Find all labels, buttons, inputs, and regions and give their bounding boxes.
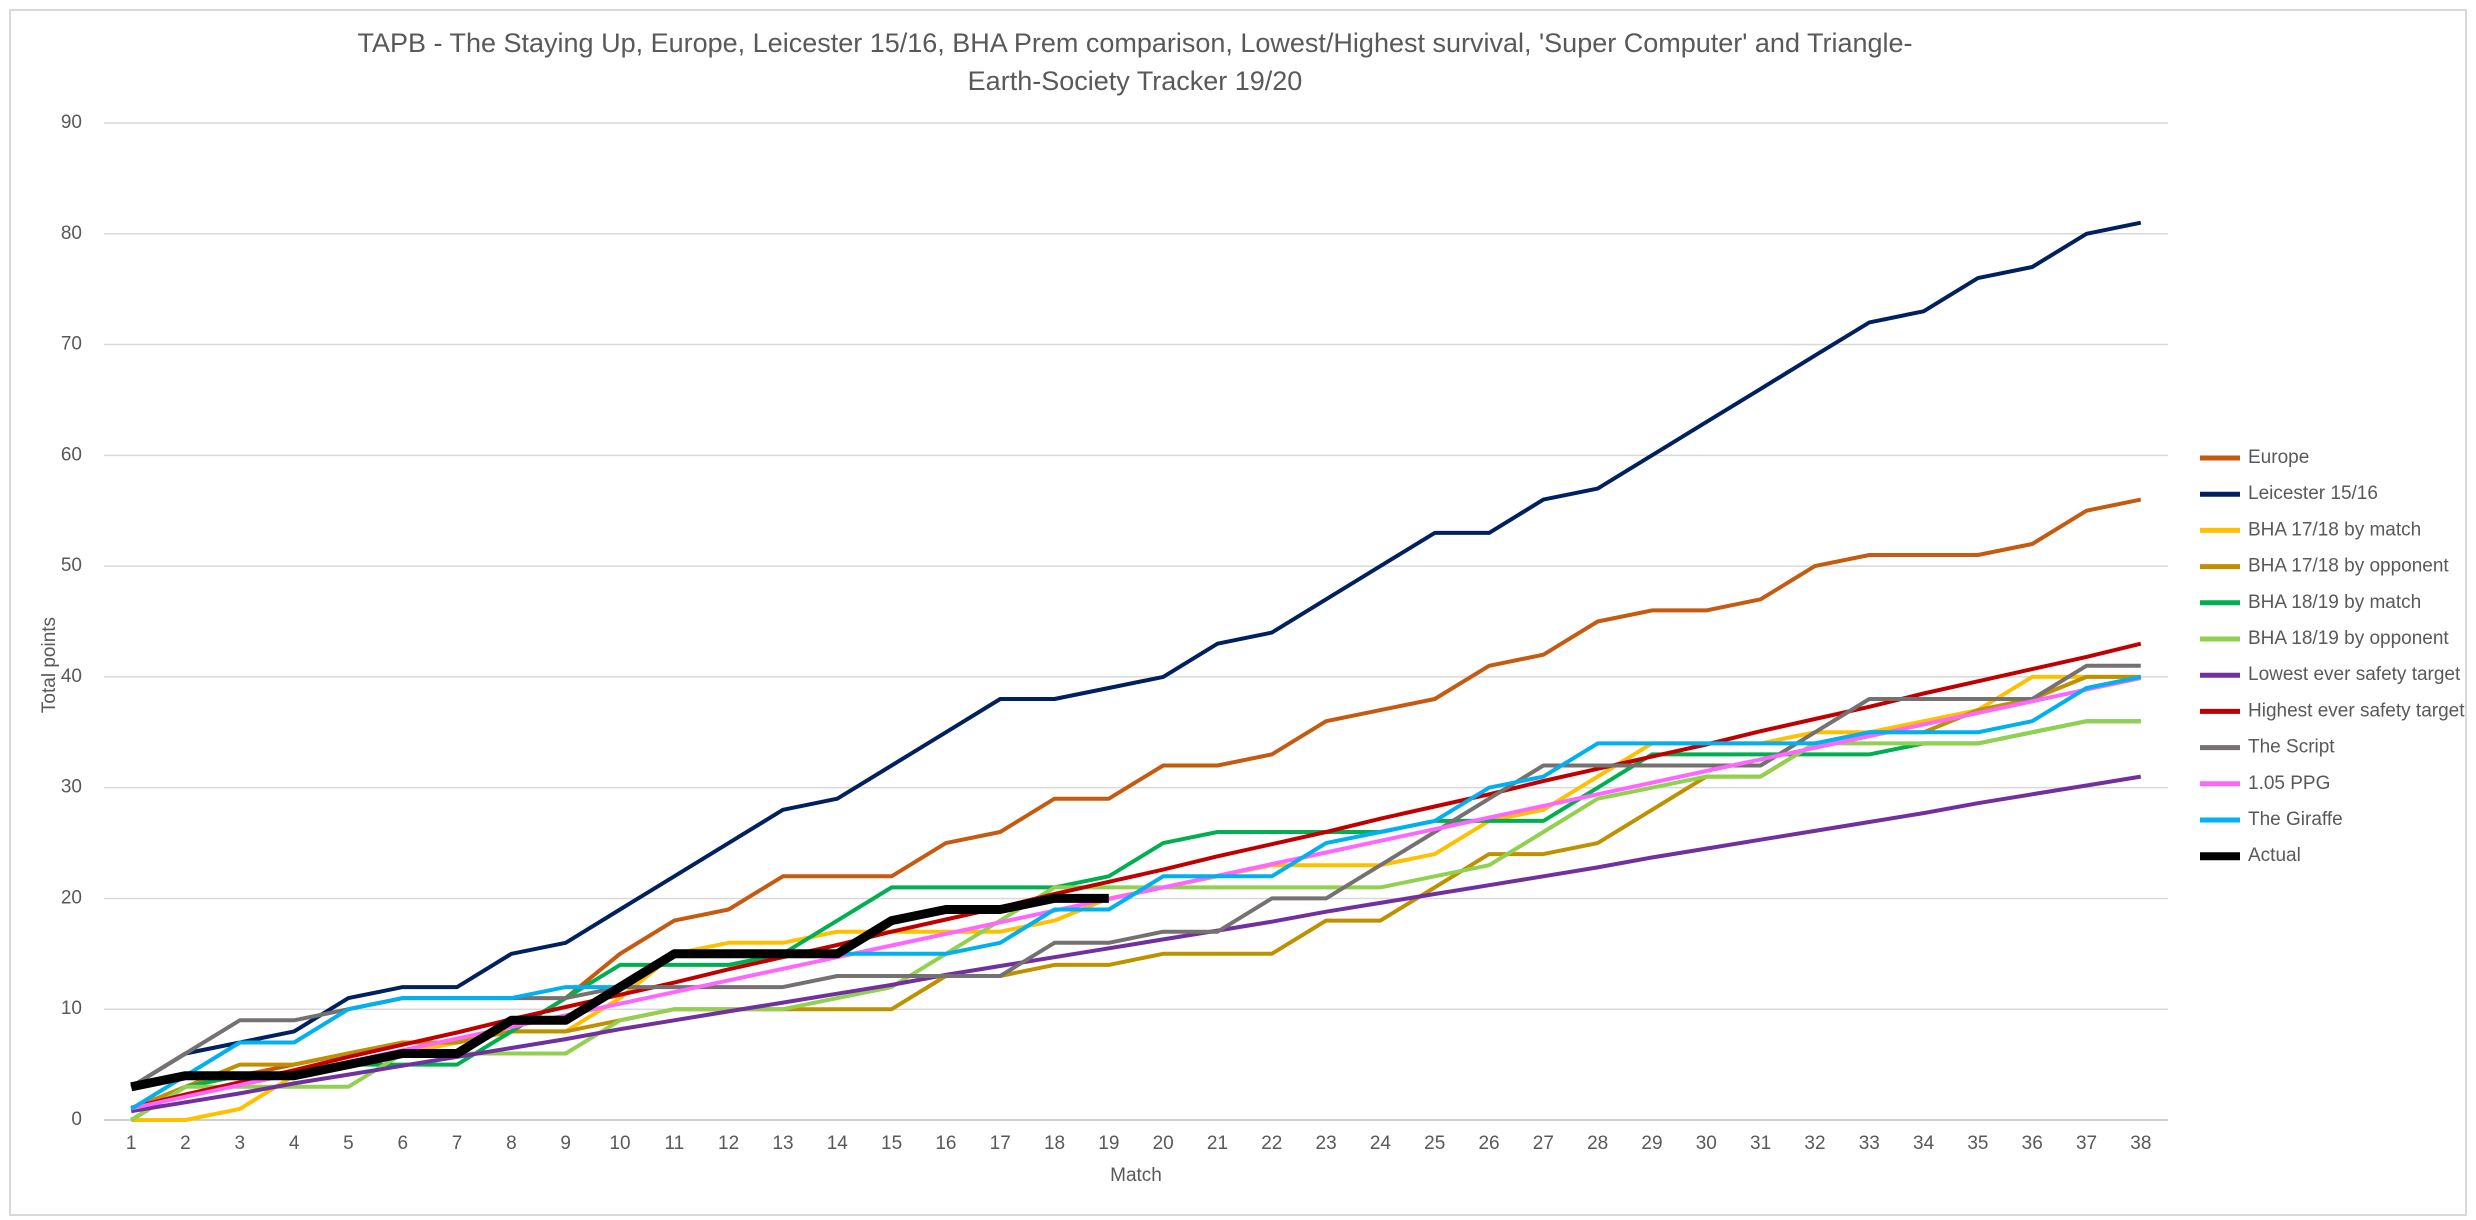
- x-tick-label: 10: [609, 1133, 630, 1154]
- line: [130, 719, 2141, 1122]
- y-axis-label: Total points: [39, 617, 60, 713]
- line: [130, 674, 2142, 1111]
- line: [130, 641, 2142, 1110]
- line: [130, 220, 2142, 1089]
- line: [130, 774, 2142, 1114]
- x-tick-label: 5: [343, 1133, 354, 1154]
- x-tick-label: 31: [1750, 1133, 1771, 1154]
- legend-label: BHA 17/18 by match: [2248, 519, 2421, 540]
- x-tick-label: 12: [718, 1133, 739, 1154]
- y-tick-label: 60: [61, 444, 82, 465]
- x-tick-label: 14: [827, 1133, 849, 1154]
- y-tick-label: 90: [61, 112, 82, 133]
- y-tick-label: 50: [61, 555, 82, 576]
- x-tick-label: 9: [560, 1133, 571, 1154]
- y-tick-label: 10: [61, 998, 82, 1019]
- x-tick-label: 29: [1641, 1133, 1662, 1154]
- x-tick-label: 32: [1804, 1133, 1825, 1154]
- x-tick-label: 35: [1967, 1133, 1988, 1154]
- x-tick-label: 23: [1316, 1133, 1337, 1154]
- y-tick-label: 30: [61, 777, 82, 798]
- x-tick-label: 3: [235, 1133, 246, 1154]
- x-tick-label: 16: [935, 1133, 956, 1154]
- y-tick-label: 80: [61, 223, 82, 244]
- y-tick-label: 20: [61, 887, 82, 908]
- x-tick-label: 19: [1098, 1133, 1119, 1154]
- x-tick-label: 8: [506, 1133, 517, 1154]
- x-tick-label: 4: [289, 1133, 300, 1154]
- x-tick-label: 30: [1696, 1133, 1717, 1154]
- x-tick-label: 7: [452, 1133, 463, 1154]
- legend-label: The Script: [2248, 737, 2335, 758]
- legend-label: Europe: [2248, 447, 2309, 468]
- legend-label: The Giraffe: [2248, 809, 2343, 830]
- x-tick-label: 2: [180, 1133, 191, 1154]
- x-tick-label: 37: [2076, 1133, 2097, 1154]
- legend-label: BHA 17/18 by opponent: [2248, 556, 2449, 577]
- x-tick-label: 25: [1424, 1133, 1445, 1154]
- x-tick-label: 17: [990, 1133, 1011, 1154]
- legend-label: Actual: [2248, 845, 2301, 866]
- legend-label: BHA 18/19 by opponent: [2248, 628, 2449, 649]
- y-tick-label: 40: [61, 666, 82, 687]
- x-tick-label: 27: [1533, 1133, 1554, 1154]
- x-tick-label: 15: [881, 1133, 902, 1154]
- chart-border: [9, 9, 2467, 1216]
- line: [130, 893, 1109, 1092]
- x-tick-label: 26: [1478, 1133, 1499, 1154]
- y-tick-label: 0: [71, 1109, 82, 1130]
- chart-title: TAPB - The Staying Up, Europe, Leicester…: [357, 28, 1913, 96]
- legend-label: BHA 18/19 by match: [2248, 592, 2421, 613]
- x-tick-label: 1: [126, 1133, 137, 1154]
- x-tick-label: 24: [1370, 1133, 1392, 1154]
- x-tick-label: 22: [1261, 1133, 1282, 1154]
- line: [130, 497, 2142, 1111]
- x-tick-label: 21: [1207, 1133, 1228, 1154]
- x-tick-label: 20: [1153, 1133, 1174, 1154]
- x-tick-label: 13: [772, 1133, 793, 1154]
- x-axis-label: Match: [1110, 1165, 1162, 1186]
- legend-label: Highest ever safety target: [2248, 700, 2465, 721]
- x-tick-label: 11: [664, 1133, 684, 1154]
- x-tick-label: 28: [1587, 1133, 1608, 1154]
- x-tick-label: 36: [2022, 1133, 2043, 1154]
- x-tick-label: 38: [2130, 1133, 2151, 1154]
- legend-label: 1.05 PPG: [2248, 773, 2330, 794]
- legend-label: Leicester 15/16: [2248, 483, 2378, 504]
- y-tick-label: 70: [61, 334, 82, 355]
- x-tick-label: 33: [1859, 1133, 1880, 1154]
- x-tick-label: 34: [1913, 1133, 1935, 1154]
- x-tick-label: 6: [397, 1133, 408, 1154]
- x-tick-label: 18: [1044, 1133, 1065, 1154]
- legend-label: Lowest ever safety target: [2248, 664, 2461, 685]
